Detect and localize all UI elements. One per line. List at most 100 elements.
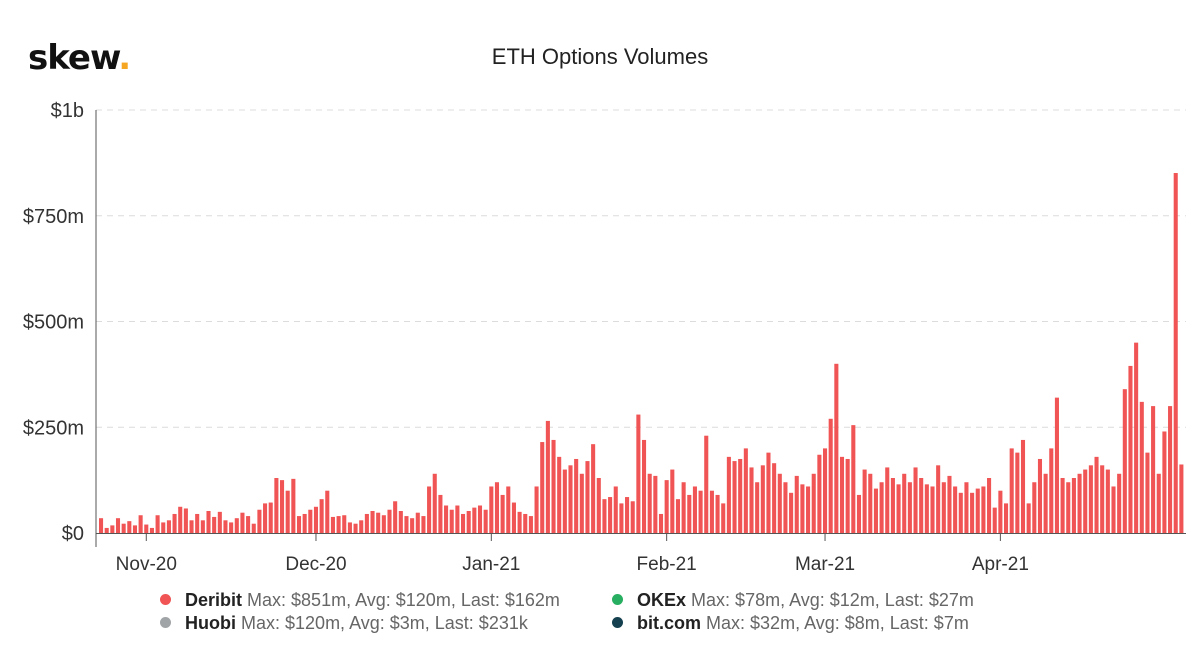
bar-deribit — [387, 509, 392, 533]
bar-deribit — [585, 461, 590, 533]
bar-deribit — [353, 523, 358, 533]
logo-text: skew — [28, 38, 119, 78]
bar-deribit — [415, 512, 420, 533]
bar-deribit — [364, 513, 369, 533]
bar-deribit — [115, 518, 121, 533]
logo-dot: . — [118, 38, 131, 78]
x-tick-label: Dec-20 — [285, 554, 346, 575]
bar-deribit — [1145, 452, 1150, 533]
bar-deribit — [257, 509, 262, 533]
bar-deribit — [630, 501, 635, 533]
bar-deribit — [636, 414, 641, 533]
bar-deribit — [325, 490, 330, 533]
bar-deribit — [1179, 464, 1184, 533]
bar-deribit — [1151, 406, 1156, 533]
bar-deribit — [873, 488, 878, 533]
y-tick-label: $750m — [23, 206, 84, 228]
bar-deribit — [613, 486, 618, 533]
chart-title: ETH Options Volumes — [491, 44, 709, 69]
bar-deribit — [806, 486, 811, 533]
bar-deribit — [947, 475, 952, 533]
bar-deribit — [342, 515, 347, 533]
bar-deribit — [268, 502, 273, 533]
bar-deribit — [494, 482, 500, 533]
bar-deribit — [308, 509, 313, 533]
bar-deribit — [579, 473, 584, 533]
bar-deribit — [692, 486, 697, 533]
bar-deribit — [223, 520, 228, 533]
bar-deribit — [721, 503, 726, 533]
bar-deribit — [285, 490, 290, 533]
bar-deribit — [330, 516, 335, 533]
bar-deribit — [789, 492, 794, 533]
legend-item-okex[interactable]: OKEx Max: $78m, Avg: $12m, Last: $27m — [612, 590, 974, 611]
bar-deribit — [1111, 486, 1116, 533]
bar-deribit — [913, 467, 918, 533]
deribit-dot-icon — [160, 593, 171, 605]
bar-deribit — [528, 516, 533, 533]
bar-deribit — [862, 469, 867, 533]
bar-deribit — [1117, 473, 1122, 533]
bar-deribit — [517, 511, 522, 533]
bar-deribit — [229, 522, 234, 533]
bar-deribit — [240, 512, 245, 533]
x-tick-label: Jan-21 — [462, 554, 520, 575]
bar-deribit — [1071, 478, 1076, 533]
bar-deribit — [212, 516, 217, 533]
legend-name: Deribit — [185, 590, 243, 610]
bar-deribit — [138, 515, 143, 533]
bar-deribit — [642, 439, 647, 533]
bar-deribit — [1162, 431, 1167, 533]
bar-deribit — [155, 515, 160, 533]
bar-deribit — [246, 516, 251, 533]
bar-deribit — [477, 505, 483, 533]
bar-deribit — [823, 448, 828, 533]
bar-deribit — [998, 490, 1003, 533]
y-tick-label: $0 — [62, 523, 84, 545]
bar-deribit — [743, 448, 748, 533]
bar-deribit — [1156, 473, 1161, 533]
legend-name: bit.com — [637, 613, 702, 633]
bar-deribit — [178, 506, 183, 533]
bar-deribit — [970, 492, 975, 533]
y-tick-label: $1b — [51, 100, 84, 122]
bar-deribit — [755, 482, 760, 533]
bar-deribit — [1134, 342, 1139, 533]
bar-deribit — [681, 482, 686, 533]
legend-item-deribit[interactable]: Deribit Max: $851m, Avg: $120m, Last: $1… — [160, 590, 560, 611]
bar-deribit — [302, 513, 307, 533]
bar-deribit — [1100, 465, 1105, 533]
bar-deribit — [534, 486, 539, 533]
skew-logo: skew. — [28, 38, 131, 78]
bar-deribit — [1066, 482, 1071, 533]
bar-deribit — [1088, 465, 1093, 533]
bar-deribit — [189, 520, 194, 533]
bar-deribit — [144, 524, 149, 533]
bar-deribit — [449, 509, 454, 533]
bar-deribit — [1105, 469, 1110, 533]
legend-item-bitcom[interactable]: bit.com Max: $32m, Avg: $8m, Last: $7m — [612, 613, 969, 634]
bar-deribit — [800, 484, 805, 533]
x-tick-label: Feb-21 — [637, 554, 697, 575]
bar-deribit — [104, 527, 109, 533]
legend-item-huobi[interactable]: Huobi Max: $120m, Avg: $3m, Last: $231k — [160, 613, 528, 634]
bar-deribit — [766, 452, 771, 533]
bar-deribit — [868, 473, 873, 533]
bar-deribit — [291, 478, 296, 533]
bar-deribit — [839, 456, 845, 533]
bar-deribit — [466, 511, 471, 533]
legend-stats: Max: $32m, Avg: $8m, Last: $7m — [706, 613, 969, 633]
bar-deribit — [596, 478, 601, 533]
bar-deribit — [161, 522, 166, 533]
bitcom-dot-icon — [612, 616, 623, 628]
bar-deribit — [1077, 473, 1082, 533]
bar-deribit — [393, 501, 398, 533]
bar-deribit — [670, 469, 675, 533]
bar-deribit — [936, 465, 941, 533]
bar-deribit — [749, 467, 754, 533]
bar-deribit — [794, 475, 799, 533]
bar-deribit — [574, 458, 579, 533]
bar-deribit — [183, 508, 188, 533]
bar-deribit — [1049, 448, 1054, 533]
